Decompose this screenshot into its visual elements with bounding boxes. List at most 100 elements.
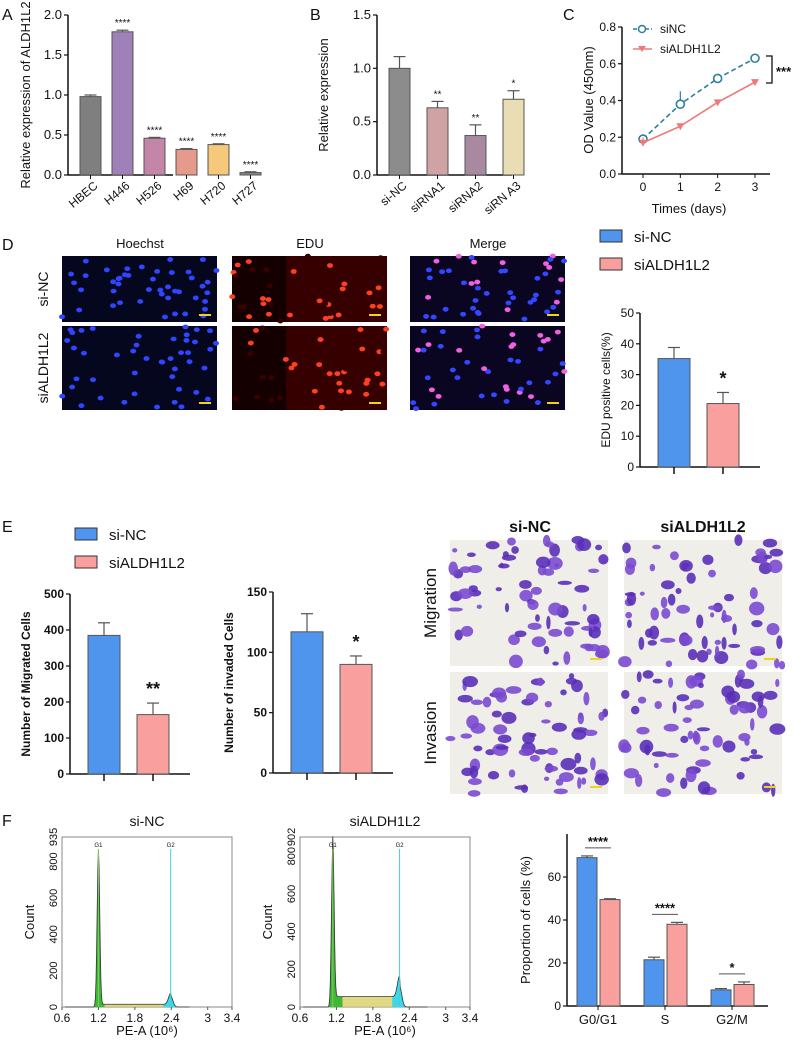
nucleus <box>327 311 334 316</box>
scale-bar <box>199 314 211 316</box>
nucleus <box>426 275 433 281</box>
cell <box>774 658 780 669</box>
nucleus <box>138 264 145 270</box>
cell <box>476 604 482 609</box>
cell <box>740 757 751 762</box>
cell <box>712 735 723 748</box>
nucleus <box>232 396 239 401</box>
nucleus <box>288 365 295 371</box>
cell <box>738 702 752 714</box>
nucleus <box>176 386 183 392</box>
nucleus <box>380 349 387 355</box>
y-axis-label: OD Value (450nm) <box>581 46 596 153</box>
cell <box>568 673 575 679</box>
nucleus <box>534 275 541 281</box>
cell <box>493 724 508 735</box>
nucleus <box>199 283 206 289</box>
nucleus <box>377 255 384 261</box>
nucleus <box>110 279 117 285</box>
nucleus <box>204 396 211 402</box>
nucleus <box>325 385 332 391</box>
nucleus <box>554 329 561 335</box>
cell <box>685 768 697 783</box>
micrograph-background <box>410 256 565 322</box>
nucleus <box>460 311 467 317</box>
significance-bracket <box>766 55 773 84</box>
cell <box>571 679 583 693</box>
cell <box>621 689 630 699</box>
micrograph-crystal-violet-1-0 <box>445 672 609 797</box>
cell <box>507 537 516 546</box>
cell <box>684 704 694 711</box>
y-tick-label: 1.5 <box>44 47 62 62</box>
plot-frame <box>299 836 471 1008</box>
cell <box>508 654 523 669</box>
nucleus <box>342 366 349 372</box>
y-tick-label: 0 <box>286 1004 298 1010</box>
nucleus <box>259 296 266 301</box>
cell <box>590 757 596 771</box>
bar-hbec <box>79 96 102 176</box>
nucleus <box>345 389 352 395</box>
cell <box>670 551 679 561</box>
y-tick-label: 200 <box>48 961 60 979</box>
cell <box>751 691 765 702</box>
cell <box>571 536 585 545</box>
x-axis-label: PE-A (10⁶) <box>116 1023 178 1038</box>
nucleus <box>204 290 211 296</box>
nucleus <box>246 314 253 320</box>
cell <box>558 772 574 782</box>
bar-g0g1-0 <box>576 857 598 1007</box>
nucleus <box>338 388 345 394</box>
nucleus <box>78 327 85 333</box>
cell <box>737 669 745 680</box>
nucleus <box>454 375 461 381</box>
cell <box>749 645 766 654</box>
cell <box>460 733 473 739</box>
cell <box>696 649 709 663</box>
nucleus <box>182 311 189 317</box>
cell <box>748 754 764 760</box>
cell <box>679 634 693 646</box>
cell <box>652 544 661 550</box>
nucleus <box>268 375 275 380</box>
nucleus <box>154 404 161 410</box>
cell <box>695 759 711 767</box>
y-tick-label: 0 <box>260 766 267 780</box>
nucleus <box>322 371 329 377</box>
cell <box>587 568 600 573</box>
cell <box>763 690 778 700</box>
cell <box>696 727 711 732</box>
cell <box>482 696 492 708</box>
significance-label: **** <box>655 900 676 915</box>
cell <box>634 774 643 787</box>
micrograph-crystal-violet-0-0 <box>447 534 610 669</box>
cell <box>652 678 663 684</box>
nucleus <box>182 324 189 330</box>
nucleus <box>131 391 138 397</box>
cell <box>624 563 635 575</box>
data-point <box>713 99 722 107</box>
cell <box>667 593 676 606</box>
micrograph-crystal-violet-1-1 <box>618 669 786 797</box>
cell <box>447 607 463 612</box>
nucleus <box>263 267 270 273</box>
cell <box>762 538 778 548</box>
significance-label: **** <box>179 137 195 148</box>
x-tick-label: 1.2 <box>90 1011 107 1025</box>
legend-swatch <box>74 555 98 569</box>
panel-letter-e: E <box>2 519 13 536</box>
nucleus <box>165 295 172 301</box>
y-axis-label: EDU positive cells(%) <box>599 332 613 447</box>
cell <box>729 704 739 715</box>
nucleus <box>356 391 363 397</box>
nucleus <box>267 301 274 307</box>
y-tick-label: 400 <box>44 623 64 637</box>
nucleus <box>478 393 485 399</box>
data-point <box>751 79 759 87</box>
nucleus <box>169 374 176 380</box>
nucleus <box>439 329 446 335</box>
y-tick-label: 100 <box>247 645 267 659</box>
plot-frame <box>61 836 233 1008</box>
